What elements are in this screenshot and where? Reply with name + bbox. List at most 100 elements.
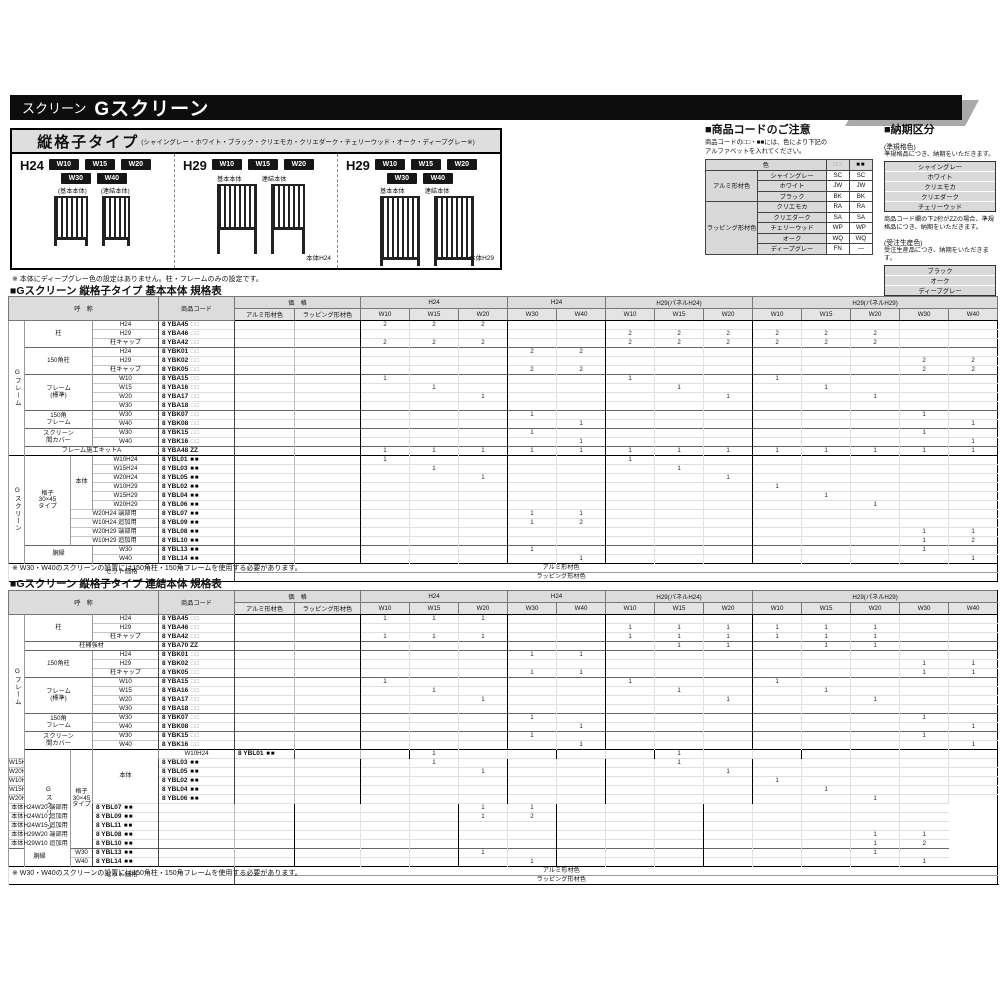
qty-cell: 2 [360, 338, 410, 348]
qty-cell [605, 428, 655, 438]
qty-cell [409, 374, 459, 384]
size-chip-w30[interactable]: W30 [386, 173, 417, 184]
qty-cell [409, 794, 459, 804]
qty-cell [752, 320, 802, 330]
qty-cell [752, 731, 802, 741]
qty-cell [605, 410, 655, 420]
qty-cell [507, 338, 557, 348]
product-code: 8 YBK02 □□ [158, 356, 235, 366]
product-code: 8 YBL08 ■■ [158, 527, 235, 537]
qty-cell [360, 482, 410, 492]
item-label: W30 [92, 731, 159, 741]
spec-header: H24 [507, 296, 607, 309]
qty-cell [507, 758, 557, 768]
qty-cell: 1 [605, 446, 655, 456]
qty-cell: 1 [703, 623, 753, 633]
qty-cell [850, 464, 900, 474]
qty-cell [850, 749, 900, 759]
qty-cell [703, 347, 753, 357]
spec-header: W15 [801, 602, 852, 615]
qty-cell [507, 320, 557, 330]
qty-cell [654, 848, 704, 858]
price-cell [234, 500, 295, 510]
qty-cell [409, 722, 459, 732]
size-chip-w20[interactable]: W20 [120, 159, 151, 170]
qty-cell: 1 [556, 419, 606, 429]
qty-cell [457, 659, 508, 669]
qty-cell [801, 410, 851, 420]
qty-cell [654, 392, 704, 402]
qty-cell: 1 [899, 527, 949, 537]
qty-cell [703, 455, 753, 465]
price-cell [234, 623, 295, 633]
qty-cell [752, 419, 802, 429]
zz-note: 商品コード欄の下2桁がZZの場合、準規格品につき、納期をいただきます。 [884, 216, 994, 232]
qty-cell [507, 695, 557, 705]
qty-cell [457, 500, 508, 510]
price-cell [234, 857, 295, 867]
color-table-cell: シャイングレー [757, 169, 827, 181]
qty-cell: 1 [556, 509, 606, 519]
qty-cell [948, 614, 998, 624]
item-label: W20H24 端部用 [70, 509, 159, 519]
color-table-cell: クリエモカ [757, 201, 827, 213]
size-chip-w40[interactable]: W40 [96, 173, 127, 184]
product-code: 8 YBL02 ■■ [158, 482, 235, 492]
qty-cell: 1 [948, 527, 998, 537]
product-code: 8 YBA15 □□ [158, 374, 235, 384]
product-code: 8 YBK16 □□ [158, 437, 235, 447]
size-chip-w15[interactable]: W15 [410, 159, 441, 170]
qty-cell [703, 536, 753, 546]
item-label: 格子 30×45 タイプ [70, 749, 93, 849]
qty-cell [605, 821, 655, 831]
size-chip-w20[interactable]: W20 [446, 159, 477, 170]
color-table-cell: WQ [848, 232, 874, 244]
qty-cell: 2 [409, 338, 459, 348]
qty-cell [605, 722, 655, 732]
qty-cell [457, 776, 508, 786]
qty-cell [801, 740, 851, 750]
delivery-color-item: チェリーウッド [885, 201, 995, 212]
qty-cell [556, 374, 606, 384]
qty-cell [703, 374, 753, 384]
qty-cell [850, 812, 900, 822]
qty-cell [703, 668, 753, 678]
qty-cell [752, 767, 802, 777]
size-chip-w10[interactable]: W10 [374, 159, 405, 170]
qty-cell [556, 320, 606, 330]
qty-cell [360, 464, 410, 474]
qty-cell [899, 821, 949, 831]
spec-header: W10 [605, 602, 656, 615]
size-chip-w15[interactable]: W15 [84, 159, 115, 170]
spec-header: W40 [556, 308, 607, 321]
qty-cell: 1 [899, 659, 949, 669]
qty-cell [948, 641, 998, 651]
qty-cell: 1 [605, 455, 655, 465]
qty-cell [409, 482, 459, 492]
size-chip-w30[interactable]: W30 [60, 173, 91, 184]
qty-cell [556, 632, 606, 642]
size-chip-w40[interactable]: W40 [422, 173, 453, 184]
qty-cell [850, 410, 900, 420]
qty-cell [948, 347, 998, 357]
size-chip-w10[interactable]: W10 [48, 159, 79, 170]
spec-header: W40 [556, 602, 607, 615]
qty-cell: 1 [654, 758, 704, 768]
color-table-cell: FN [825, 243, 850, 255]
qty-cell: 2 [556, 347, 606, 357]
qty-cell [457, 491, 508, 501]
price-cell [294, 401, 361, 411]
qty-cell: 2 [507, 347, 557, 357]
size-chip-w20[interactable]: W20 [283, 159, 314, 170]
size-chip-w10[interactable]: W10 [211, 159, 242, 170]
size-chip-w15[interactable]: W15 [247, 159, 278, 170]
qty-cell [556, 812, 606, 822]
qty-cell [457, 509, 508, 519]
qty-cell: 2 [605, 329, 655, 339]
price-cell [294, 686, 361, 696]
qty-cell [654, 677, 704, 687]
qty-cell [457, 794, 508, 804]
qty-cell [801, 356, 851, 366]
qty-cell [850, 401, 900, 411]
item-label: W10H24 追加用 [70, 518, 159, 528]
